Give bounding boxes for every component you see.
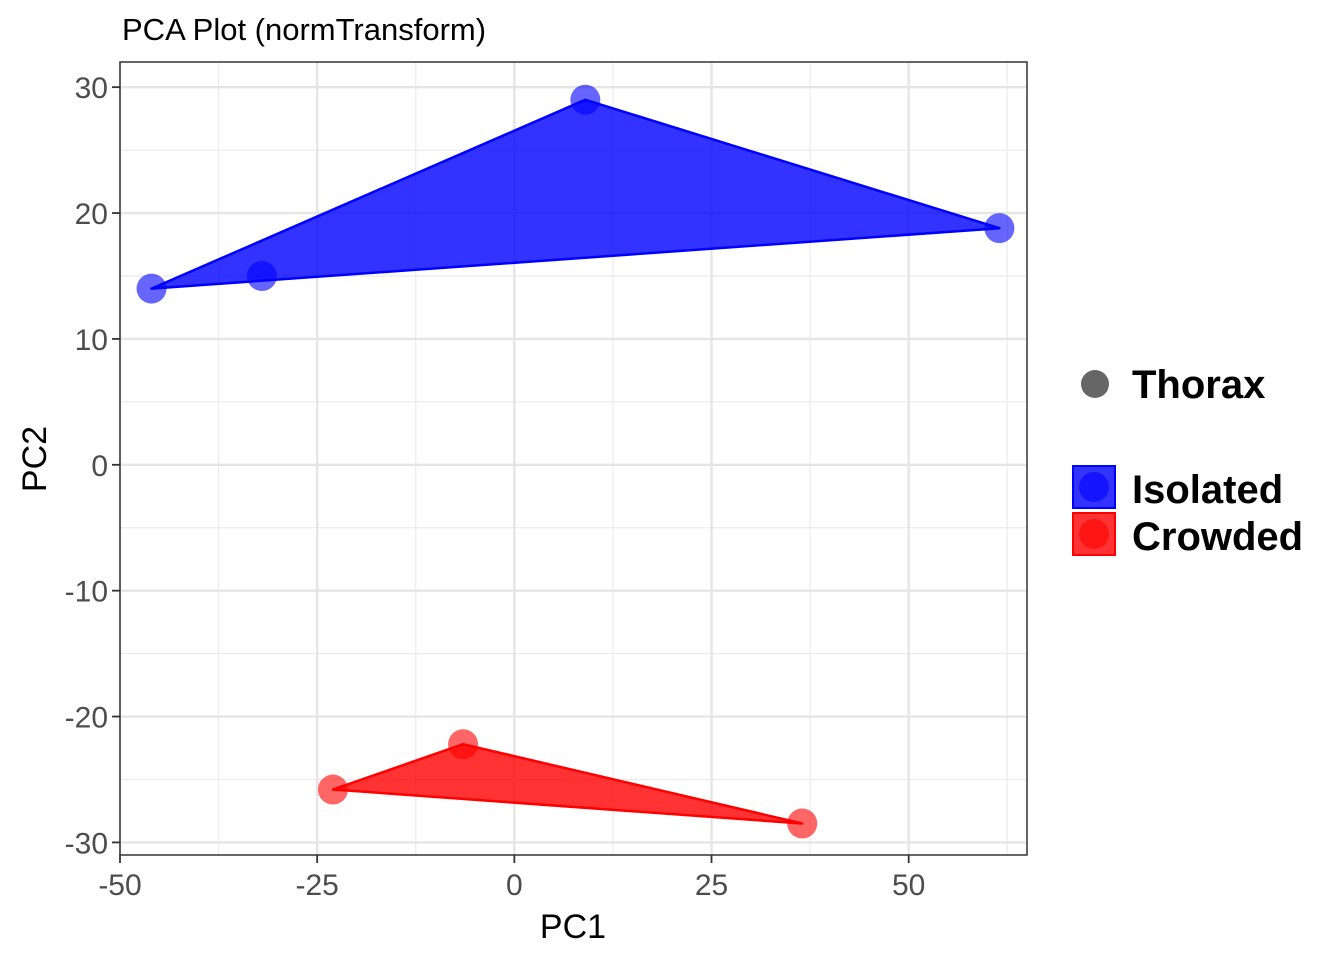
- x-tick-label: -25: [295, 869, 338, 902]
- y-tick-label: -20: [65, 702, 108, 735]
- legend-crowded-label: Crowded: [1132, 515, 1303, 559]
- point-crowded: [317, 774, 348, 805]
- legend-thorax-shape: [1081, 370, 1109, 398]
- x-tick-label: -50: [98, 869, 141, 902]
- point-crowded: [787, 808, 818, 839]
- point-crowded: [448, 729, 479, 760]
- y-axis-label: PC2: [16, 426, 54, 492]
- axes: -50 -25 0 25 50 30 20 10 0 -10 -20 -30: [65, 72, 926, 902]
- point-isolated: [246, 260, 277, 291]
- plot-border: [119, 61, 1028, 856]
- point-isolated: [984, 213, 1015, 244]
- x-tick-label: 0: [506, 869, 523, 902]
- x-tick-label: 50: [892, 869, 925, 902]
- x-axis-label: PC1: [540, 908, 606, 946]
- legend-thorax-label: Thorax: [1132, 363, 1265, 407]
- legend-crowded-point: [1079, 519, 1109, 549]
- legend-isolated-label: Isolated: [1132, 468, 1283, 512]
- hull-isolated: [150, 98, 1001, 290]
- legend: Thorax Isolated Crowded: [1072, 363, 1303, 559]
- point-isolated: [570, 84, 601, 115]
- y-tick-label: 20: [75, 198, 108, 231]
- y-tick-label: 30: [75, 72, 108, 105]
- y-tick-label: 0: [91, 450, 108, 483]
- x-tick-label: 25: [695, 869, 728, 902]
- data-points: [136, 84, 1015, 839]
- point-isolated: [136, 273, 167, 304]
- y-tick-label: 10: [75, 324, 108, 357]
- y-tick-label: -10: [65, 576, 108, 609]
- chart-title: PCA Plot (normTransform): [122, 12, 486, 47]
- hull-crowded: [331, 742, 804, 825]
- group-hulls: [150, 98, 1001, 825]
- y-tick-label: -30: [65, 827, 108, 860]
- legend-isolated-point: [1079, 472, 1109, 502]
